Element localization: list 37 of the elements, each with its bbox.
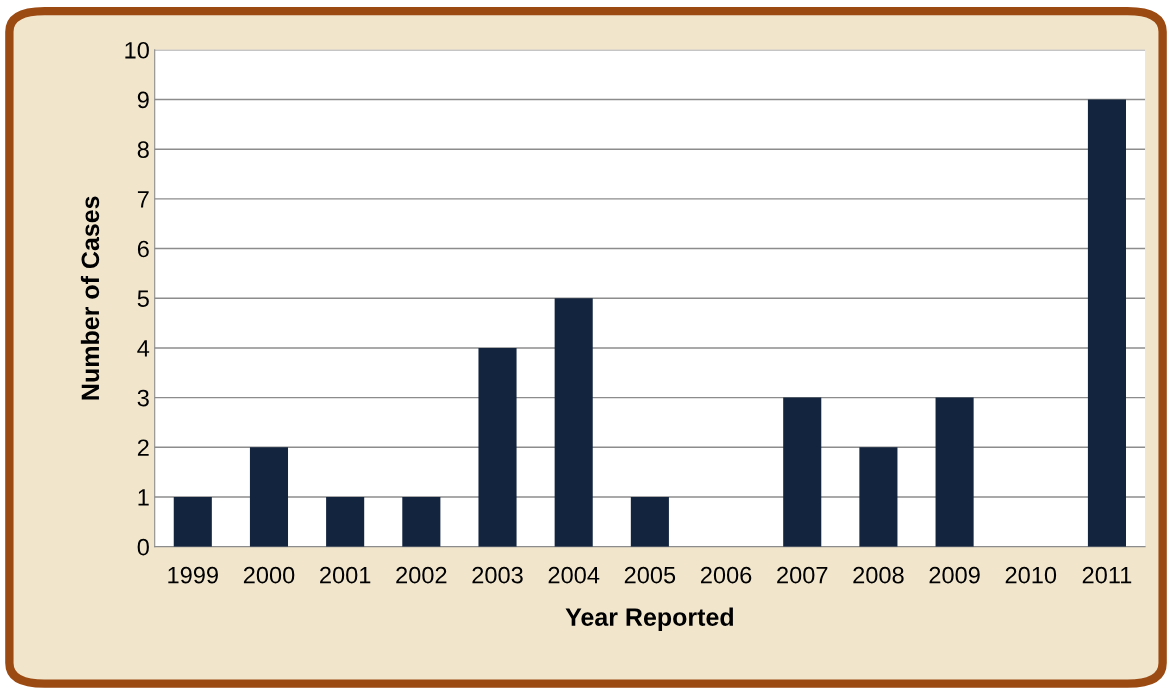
bar <box>859 447 898 547</box>
x-tick-label: 2007 <box>777 566 828 584</box>
x-tick-label: 2005 <box>624 566 676 584</box>
x-tick-label: 2003 <box>472 566 523 584</box>
x-tick-label: 1999 <box>168 566 218 584</box>
y-tick-label: 10 <box>125 41 149 59</box>
x-tick-label: 2010 <box>1005 566 1057 584</box>
bar <box>783 397 822 547</box>
y-tick-label: 9 <box>137 91 149 109</box>
x-tick-label: 2000 <box>243 566 295 584</box>
x-tick-label: 2002 <box>396 566 447 584</box>
x-tick-label: 2004 <box>548 566 600 584</box>
bar <box>630 496 669 547</box>
bar <box>478 347 517 547</box>
y-tick-label: 5 <box>137 290 149 308</box>
x-tick-label: 2008 <box>853 566 904 584</box>
y-tick-label: 2 <box>137 439 149 456</box>
bar <box>249 447 289 547</box>
y-tick-label: 0 <box>137 538 149 556</box>
x-tick-label: 2001 <box>320 566 371 584</box>
bar <box>402 496 441 547</box>
bar <box>554 298 593 547</box>
y-axis-title: Number of Cases <box>80 196 100 400</box>
x-tick-label: 2011 <box>1082 566 1132 584</box>
y-tick-label: 4 <box>137 340 150 357</box>
y-tick-label: 3 <box>137 389 149 407</box>
y-tick-label: 8 <box>137 141 149 158</box>
bar <box>935 397 974 547</box>
y-tick-label: 1 <box>138 489 149 506</box>
bar <box>1087 99 1126 547</box>
y-tick-label: 6 <box>137 240 149 258</box>
x-tick-label: 2009 <box>929 566 980 584</box>
bar <box>173 496 212 547</box>
bar <box>326 496 365 547</box>
x-tick-label: 2006 <box>700 566 752 584</box>
x-axis-title: Year Reported <box>565 607 733 631</box>
y-tick-label: 7 <box>137 191 149 208</box>
